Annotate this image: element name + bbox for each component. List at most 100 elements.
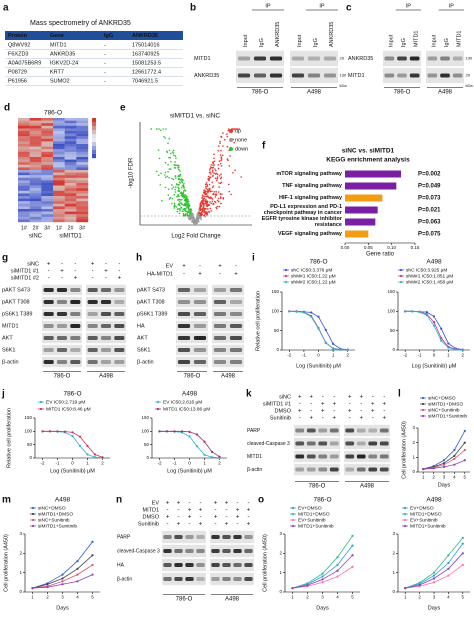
heatmap-cell [29,144,42,147]
volcano-point [205,204,208,206]
treatment-sign: - [189,501,191,507]
blot-band [379,428,389,433]
blot-band [87,336,98,340]
volcano-point [222,132,224,134]
blot-band [213,336,227,340]
lane-label: Input [388,34,394,47]
volcano-point [178,178,181,181]
x-tick-label: 2 [101,461,104,466]
heatmap-cell [64,131,77,134]
data-point [310,311,313,314]
volcano-point [186,200,189,203]
x-tick-label: -1 [172,461,176,466]
p-value: P=0.021 [418,208,441,214]
heatmap-cell [53,118,65,121]
legend-marker [284,268,288,272]
volcano-point [182,190,185,192]
ip-label: IP [406,3,412,9]
treatment-sign: + [188,508,192,514]
heatmap-cell [64,159,77,163]
treatment-sign: - [235,264,237,270]
legend-label: up [235,128,241,134]
treatment-sign: + [359,395,363,401]
heatmap-cell [41,219,54,223]
colorbar-step [92,118,96,123]
legend-marker [421,408,425,412]
treatment-sign: - [48,269,50,275]
volcano-point [175,183,178,185]
heatmap-cell [41,136,54,139]
volcano-point [204,202,206,205]
blot-band [222,535,231,539]
heatmap-cell [76,198,89,202]
volcano-point [181,195,184,197]
data-point [432,574,436,577]
axis-label: Log (Sunitinib) μM [296,363,341,369]
lane-label: Input [431,34,437,47]
protein-label: β-actin [2,359,19,365]
volcano-point [220,136,223,138]
blot-band [114,348,125,352]
heatmap-cell [53,172,65,176]
ip-label: IP [319,3,325,9]
table-cell: - [104,51,106,57]
volcano-point [205,182,208,184]
blot-band [185,563,194,567]
blot-band [244,577,253,581]
volcano-point [202,202,205,205]
x-tick-label: 2 [462,353,465,358]
data-point [432,577,436,580]
treatment-label: siNC [27,261,39,267]
heatmap-cell [76,209,89,212]
volcano-point [169,197,171,199]
volcano-point [171,202,173,205]
volcano-point [176,210,179,213]
heatmap-cell [29,201,42,204]
protein-label: AKT [2,335,13,341]
volcano-point [179,209,181,212]
blot-background [42,296,82,308]
volcano-point [218,205,221,208]
heatmap-cell [64,128,77,132]
heatmap-cell [41,138,54,142]
volcano-point [202,206,204,209]
data-point [447,554,450,557]
colorbar-step [92,130,96,135]
volcano-point [211,171,214,173]
data-point [454,348,457,351]
volcano-point [178,181,181,183]
blot-background [176,284,208,296]
lane-label: ANKRD35 [275,22,281,47]
treatment-sign: - [199,264,201,270]
blot-background [176,356,208,368]
blot-band [452,73,463,78]
protein-label: β-actin [137,359,154,365]
volcano-point [210,202,212,205]
protein-label: pAKT S473 [2,287,30,293]
blot-band [100,288,112,292]
data-point [306,582,309,585]
p-value: P=0.063 [418,220,441,226]
volcano-point [179,204,181,207]
volcano-point [201,208,203,210]
heatmap-cell [41,125,54,129]
heatmap-cell [18,167,30,171]
blot-band [244,563,253,567]
y-tick-label: 1 [279,570,282,575]
treatment-sign: - [92,276,94,282]
blot-background [212,320,244,332]
data-point [180,430,184,433]
size-unit: kDa [466,83,474,88]
heatmap-cell [64,146,77,150]
blot-band [229,324,243,328]
heatmap-cell [41,198,54,202]
legend-label: shC IC50:3.376 μM [291,267,332,273]
heatmap-cell [64,149,77,152]
blot-band [427,73,438,78]
treatment-sign: + [188,515,192,521]
treatment-sign: + [177,522,181,528]
y-tick-label: 150 [141,415,149,420]
blot-band [323,56,337,61]
blot-background [176,344,208,356]
blot-band [345,428,355,433]
